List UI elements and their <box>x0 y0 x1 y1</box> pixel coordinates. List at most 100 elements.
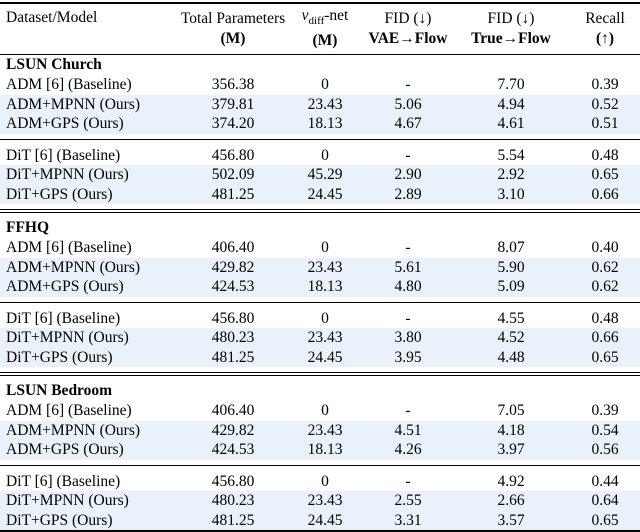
value-cell: 0.66 <box>570 328 640 348</box>
model-name-cell: ADM+GPS (Ours) <box>0 114 180 134</box>
value-cell: 0.62 <box>570 257 640 278</box>
value-cell: 456.80 <box>211 472 255 490</box>
value-cell: 2.90 <box>364 165 452 185</box>
section-title-row: FFHQ <box>0 218 640 238</box>
table-row: DiT+GPS (Ours) 481.25 24.45 2.89 3.10 0.66 <box>0 184 640 205</box>
value-cell: 0 <box>321 76 329 94</box>
value-cell: 23.43 <box>286 420 364 441</box>
rule-cell <box>0 204 640 218</box>
value-cell: 0.48 <box>591 309 619 327</box>
group-separator-rule <box>0 297 640 309</box>
value-cell: 0.65 <box>570 347 640 368</box>
value-cell: 4.94 <box>452 94 570 115</box>
value-cell: 5.06 <box>364 94 452 115</box>
value-cell: 24.45 <box>286 184 364 205</box>
table-row: ADM+MPNN (Ours) 429.82 23.43 4.51 4.18 0.54 <box>0 420 640 441</box>
col-header-vdiff-net: vdiff-net (M) <box>286 3 364 56</box>
table-row: ADM [6] (Baseline) 356.38 0 - 7.70 0.39 <box>0 75 640 95</box>
col-header-label: Recall <box>585 9 625 27</box>
horizontal-rule <box>0 301 640 304</box>
model-name-cell: ADM [6] (Baseline) <box>6 402 132 420</box>
value-cell: 481.25 <box>180 347 286 368</box>
value-cell: 481.25 <box>180 184 286 205</box>
col-header-label: FID (↓) <box>384 9 432 27</box>
section-title: LSUN Bedroom <box>6 382 113 400</box>
value-cell: 2.55 <box>364 491 452 511</box>
value-cell: 23.43 <box>286 328 364 348</box>
value-cell: 481.25 <box>180 510 286 532</box>
section-title-row: LSUN Church <box>0 55 640 76</box>
group-separator-rule <box>0 134 640 146</box>
value-cell: 5.90 <box>452 257 570 278</box>
col-header-unit: (M) <box>220 29 246 47</box>
value-cell: 2.92 <box>452 165 570 185</box>
value-cell: 7.70 <box>497 76 525 94</box>
model-name-cell: ADM+MPNN (Ours) <box>0 257 180 278</box>
value-cell: 0.39 <box>591 402 619 420</box>
col-header-label: FID (↓) <box>487 9 535 27</box>
value-cell: 0.66 <box>570 184 640 205</box>
model-name-cell: ADM [6] (Baseline) <box>6 239 132 257</box>
value-cell: 456.80 <box>211 309 255 327</box>
value-cell: - <box>405 76 411 94</box>
table-row: DiT [6] (Baseline) 456.80 0 - 5.54 0.48 <box>0 146 640 166</box>
value-cell: 3.57 <box>452 510 570 532</box>
table-row: ADM [6] (Baseline) 406.40 0 - 8.07 0.40 <box>0 238 640 258</box>
model-name-cell: DiT [6] (Baseline) <box>6 146 121 164</box>
model-name-cell: ADM [6] (Baseline) <box>6 76 132 94</box>
value-cell: 3.10 <box>452 184 570 205</box>
value-cell: 424.53 <box>180 440 286 460</box>
value-cell: 502.09 <box>180 165 286 185</box>
horizontal-rule <box>0 138 640 141</box>
value-cell: 0 <box>321 402 329 420</box>
value-cell: - <box>405 309 411 327</box>
col-header-label: Total Parameters <box>180 9 286 27</box>
value-cell: 4.80 <box>364 277 452 297</box>
vdiff-symbol: v <box>301 7 309 24</box>
value-cell: 406.40 <box>211 402 255 420</box>
value-cell: 0.48 <box>591 146 619 164</box>
col-header-sublabel: VAE→Flow <box>368 29 448 47</box>
value-cell: 2.89 <box>364 184 452 205</box>
value-cell: 18.13 <box>286 277 364 297</box>
value-cell: 23.43 <box>286 491 364 511</box>
value-cell: 480.23 <box>180 328 286 348</box>
value-cell: - <box>405 146 411 164</box>
value-cell: 5.09 <box>452 277 570 297</box>
value-cell: 0.64 <box>570 491 640 511</box>
section-separator-rule <box>0 204 640 218</box>
value-cell: 4.52 <box>452 328 570 348</box>
value-cell: 0 <box>321 146 329 164</box>
value-cell: 429.82 <box>180 257 286 278</box>
rule-cell <box>0 460 640 472</box>
value-cell: 0 <box>321 309 329 327</box>
value-cell: 0.56 <box>570 440 640 460</box>
col-header-fid-true-flow: FID (↓) True→Flow <box>452 3 570 56</box>
rule-cell <box>0 134 640 146</box>
horizontal-rule <box>0 212 640 214</box>
value-cell: 0.51 <box>570 114 640 134</box>
value-cell: 4.61 <box>452 114 570 134</box>
value-cell: 24.45 <box>286 510 364 532</box>
value-cell: 4.51 <box>364 420 452 441</box>
model-name-cell: ADM+GPS (Ours) <box>0 277 180 297</box>
col-header-dataset-model: Dataset/Model <box>0 3 180 56</box>
value-cell: 7.05 <box>497 402 525 420</box>
value-cell: 480.23 <box>180 491 286 511</box>
table-row: ADM+MPNN (Ours) 379.81 23.43 5.06 4.94 0.52 <box>0 94 640 115</box>
value-cell: - <box>405 402 411 420</box>
value-cell: 0.62 <box>570 277 640 297</box>
section-title: LSUN Church <box>6 56 102 74</box>
table-row: DiT+MPNN (Ours) 502.09 45.29 2.90 2.92 0.65 <box>0 165 640 185</box>
horizontal-rule <box>0 208 640 210</box>
section-title-row: LSUN Bedroom <box>0 381 640 401</box>
model-name-cell: ADM+MPNN (Ours) <box>0 94 180 115</box>
col-header-recall: Recall (↑) <box>570 3 640 56</box>
value-cell: 379.81 <box>180 94 286 115</box>
col-header-sublabel: True→Flow <box>471 29 551 47</box>
rule-cell <box>0 367 640 381</box>
model-name-cell: DiT+MPNN (Ours) <box>0 328 180 348</box>
table-row: DiT+GPS (Ours) 481.25 24.45 3.95 4.48 0.65 <box>0 347 640 368</box>
col-header-sublabel: (↑) <box>595 29 615 47</box>
